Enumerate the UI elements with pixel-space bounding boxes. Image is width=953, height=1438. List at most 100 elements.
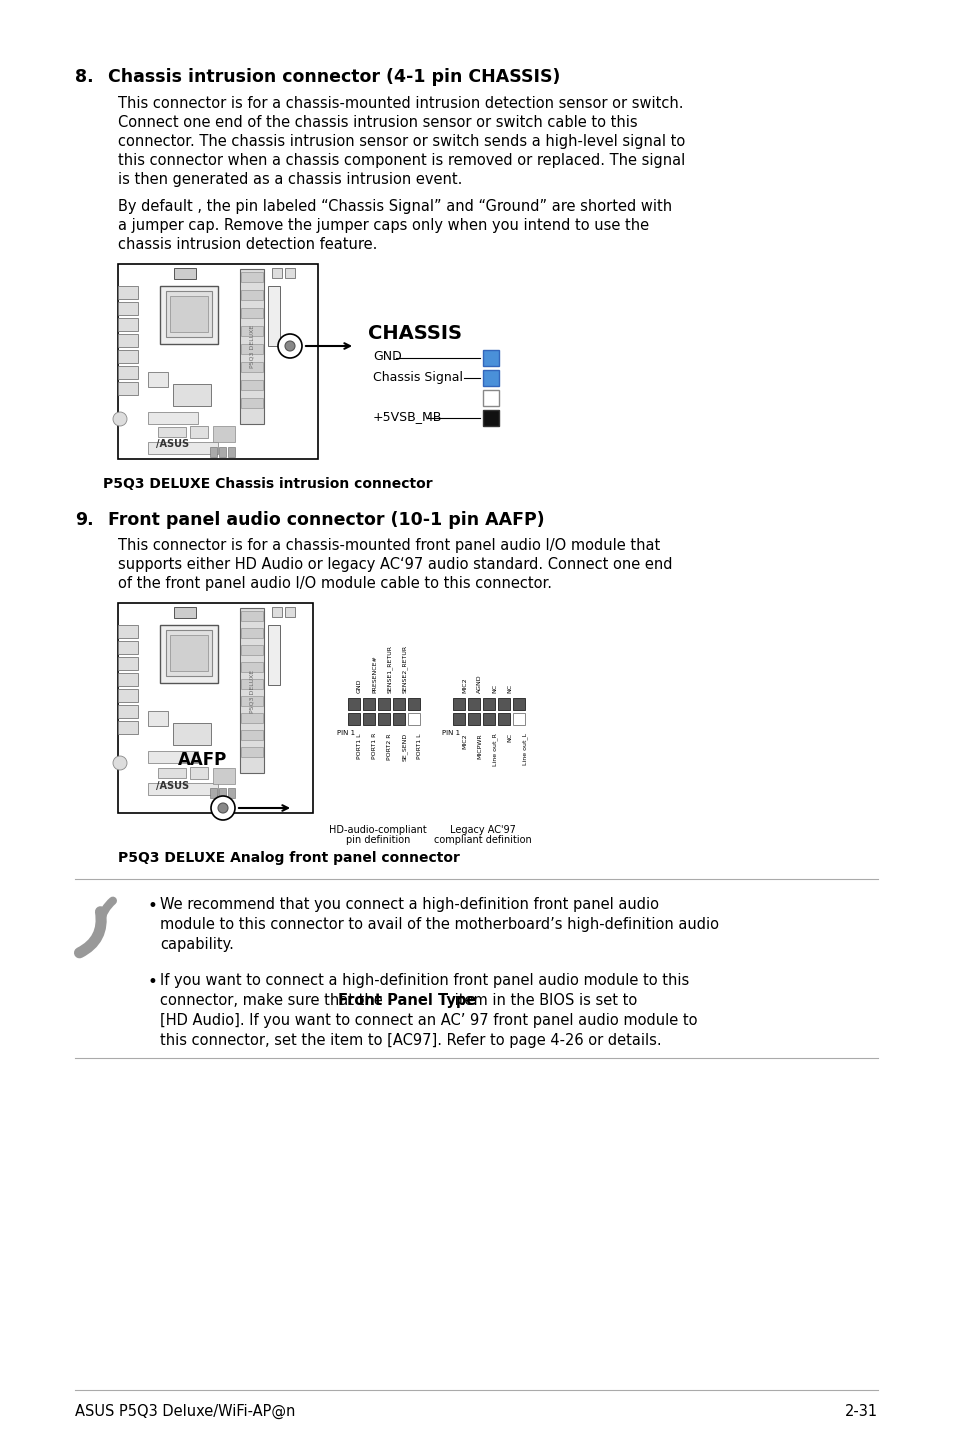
Bar	[482, 410, 498, 426]
Text: /ASUS: /ASUS	[156, 439, 189, 449]
Bar	[228, 788, 234, 798]
Bar	[241, 272, 263, 282]
FancyArrowPatch shape	[79, 912, 101, 953]
Text: If you want to connect a high-definition front panel audio module to this: If you want to connect a high-definition…	[160, 974, 688, 988]
Text: Line out_L: Line out_L	[521, 733, 527, 765]
Text: MIC2: MIC2	[461, 733, 467, 749]
Text: is then generated as a chassis intrusion event.: is then generated as a chassis intrusion…	[118, 173, 462, 187]
Bar	[118, 603, 313, 812]
Text: 8.: 8.	[75, 68, 93, 86]
Text: module to this connector to avail of the motherboard’s high-definition audio: module to this connector to avail of the…	[160, 917, 719, 932]
Bar	[118, 720, 138, 733]
Text: this connector, set the item to [AC97]. Refer to page 4-26 or details.: this connector, set the item to [AC97]. …	[160, 1032, 661, 1048]
Text: By default , the pin labeled “Chassis Signal” and “Ground” are shorted with: By default , the pin labeled “Chassis Si…	[118, 198, 672, 214]
Text: connector, make sure that the: connector, make sure that the	[160, 994, 387, 1008]
Text: AGND: AGND	[476, 674, 481, 693]
Text: CHASSIS: CHASSIS	[368, 324, 461, 344]
Text: item in the BIOS is set to: item in the BIOS is set to	[449, 994, 637, 1008]
Circle shape	[218, 802, 228, 812]
Bar	[348, 697, 359, 710]
Bar	[219, 788, 226, 798]
Text: •: •	[148, 974, 157, 991]
Text: PORT1 R: PORT1 R	[372, 733, 376, 759]
Bar	[170, 636, 208, 672]
Bar	[148, 372, 168, 387]
Text: connector. The chassis intrusion sensor or switch sends a high-level signal to: connector. The chassis intrusion sensor …	[118, 134, 684, 150]
Text: This connector is for a chassis-mounted front panel audio I/O module that: This connector is for a chassis-mounted …	[118, 538, 659, 554]
Bar	[160, 286, 218, 344]
Bar	[118, 349, 138, 362]
Bar	[148, 413, 198, 424]
Bar	[393, 713, 405, 725]
Text: HD-audio-compliant: HD-audio-compliant	[329, 825, 426, 835]
Bar	[118, 302, 138, 315]
Text: P5Q3 DELUXE Chassis intrusion connector: P5Q3 DELUXE Chassis intrusion connector	[103, 477, 433, 490]
Text: PIN 1: PIN 1	[336, 731, 355, 736]
Text: This connector is for a chassis-mounted intrusion detection sensor or switch.: This connector is for a chassis-mounted …	[118, 96, 682, 111]
Text: Connect one end of the chassis intrusion sensor or switch cable to this: Connect one end of the chassis intrusion…	[118, 115, 637, 129]
Text: SENSE1_RETUR: SENSE1_RETUR	[387, 646, 393, 693]
Bar	[241, 326, 263, 336]
Text: +5VSB_MB: +5VSB_MB	[373, 410, 442, 424]
Text: NC: NC	[506, 733, 512, 742]
Text: /ASUS: /ASUS	[156, 781, 189, 791]
Bar	[118, 318, 138, 331]
Bar	[268, 286, 280, 347]
Text: PORT2 R: PORT2 R	[387, 733, 392, 759]
Text: capability.: capability.	[160, 938, 233, 952]
Bar	[210, 788, 216, 798]
FancyArrowPatch shape	[100, 900, 112, 922]
Circle shape	[285, 341, 294, 351]
Bar	[148, 751, 198, 764]
Text: PRESENCE#: PRESENCE#	[372, 656, 376, 693]
Circle shape	[112, 413, 127, 426]
Text: Line out_R: Line out_R	[492, 733, 497, 766]
Bar	[482, 370, 498, 385]
Text: SE_SEND: SE_SEND	[401, 733, 407, 761]
Bar	[241, 308, 263, 318]
Bar	[482, 349, 498, 367]
Bar	[241, 746, 263, 756]
Text: GND: GND	[373, 351, 401, 364]
Text: Front panel audio connector (10-1 pin AAFP): Front panel audio connector (10-1 pin AA…	[108, 510, 544, 529]
Text: AAFP: AAFP	[178, 751, 227, 769]
Bar	[453, 713, 464, 725]
Bar	[158, 427, 186, 437]
Bar	[377, 713, 390, 725]
Bar	[241, 696, 263, 706]
Bar	[118, 265, 317, 459]
Text: SENSE2_RETUR: SENSE2_RETUR	[401, 644, 407, 693]
Bar	[241, 679, 263, 689]
Bar	[213, 426, 234, 441]
Bar	[118, 641, 138, 654]
Text: this connector when a chassis component is removed or replaced. The signal: this connector when a chassis component …	[118, 152, 684, 168]
Bar	[241, 646, 263, 654]
Text: Legacy AC'97: Legacy AC'97	[450, 825, 516, 835]
Text: Chassis intrusion connector (4-1 pin CHASSIS): Chassis intrusion connector (4-1 pin CHA…	[108, 68, 559, 86]
Circle shape	[211, 797, 234, 820]
Bar	[241, 290, 263, 301]
Bar	[241, 344, 263, 354]
Text: PORT1 L: PORT1 L	[356, 733, 361, 759]
Bar	[148, 710, 168, 726]
Bar	[241, 661, 263, 672]
Bar	[219, 447, 226, 457]
Bar	[190, 426, 208, 439]
Bar	[241, 380, 263, 390]
Bar	[240, 608, 264, 774]
Bar	[118, 689, 138, 702]
Bar	[482, 713, 495, 725]
Circle shape	[112, 756, 127, 769]
Bar	[118, 626, 138, 638]
Bar	[268, 626, 280, 684]
Text: P5Q3 DELUXE: P5Q3 DELUXE	[250, 325, 254, 368]
Bar	[377, 697, 390, 710]
Bar	[118, 383, 138, 395]
Bar	[118, 367, 138, 380]
Bar	[285, 607, 294, 617]
Bar	[160, 626, 218, 683]
Text: P5Q3 DELUXE Analog front panel connector: P5Q3 DELUXE Analog front panel connector	[118, 851, 459, 866]
Text: supports either HD Audio or legacy AC‘97 audio standard. Connect one end: supports either HD Audio or legacy AC‘97…	[118, 557, 672, 572]
Bar	[408, 713, 419, 725]
Bar	[241, 611, 263, 621]
